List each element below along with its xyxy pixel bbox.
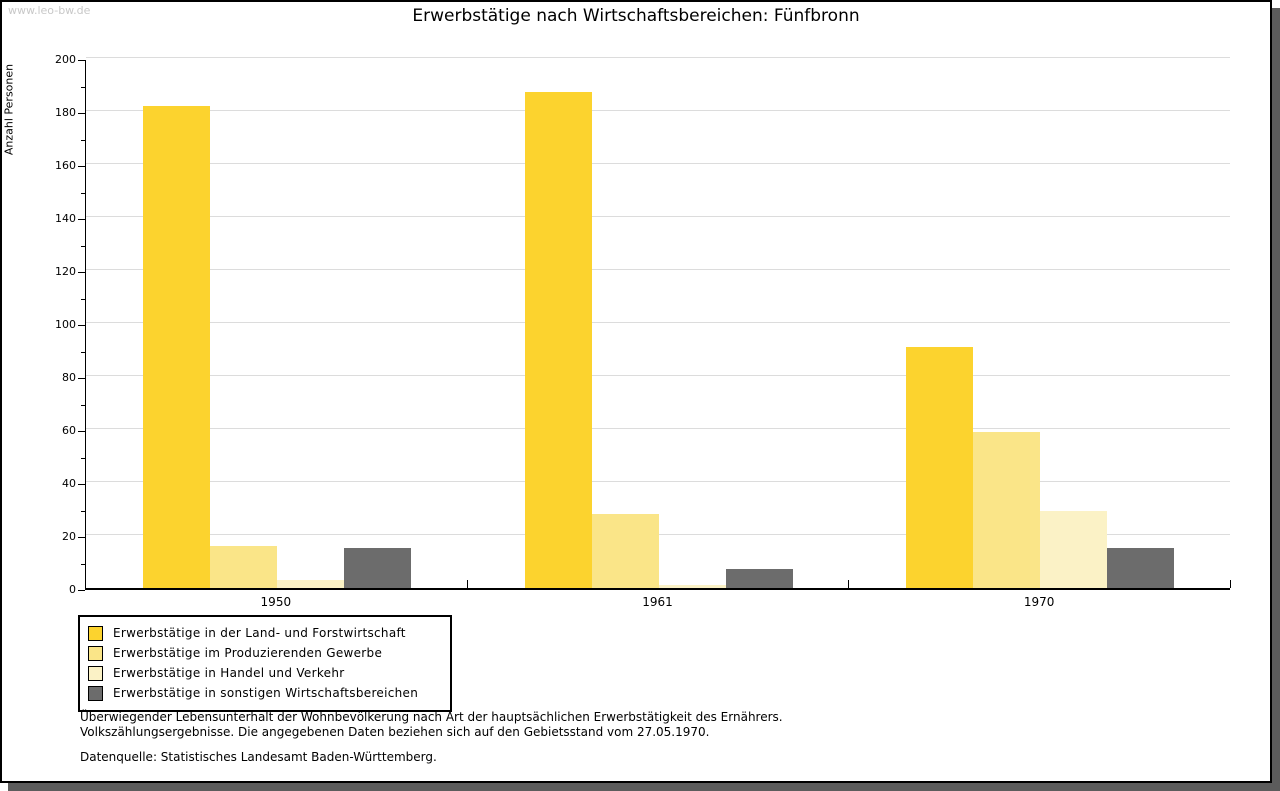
y-minor-tick-130 <box>81 245 85 247</box>
y-major-tick-120 <box>78 272 85 273</box>
y-minor-tick-90 <box>81 351 85 353</box>
plot-area <box>85 57 1231 590</box>
y-minor-tick-150 <box>81 192 85 194</box>
y-tick-label-40: 40 <box>62 477 76 490</box>
y-tick-label-200: 200 <box>55 53 76 66</box>
y-minor-tick-110 <box>81 298 85 300</box>
bar-1970-series4 <box>1107 548 1175 588</box>
y-tick-label-160: 160 <box>55 159 76 172</box>
bar-1970-series3 <box>1040 511 1108 588</box>
bar-1950-series4 <box>343 548 411 588</box>
legend-item: Erwerbstätige im Produzierenden Gewerbe <box>88 643 442 663</box>
y-tick-label-140: 140 <box>55 212 76 225</box>
y-axis-title: Anzahl Personen <box>2 63 16 156</box>
bar-1950-series3 <box>276 580 344 588</box>
bar-1961-series4 <box>725 569 793 588</box>
y-minor-tick-190 <box>81 86 85 88</box>
y-tick-label-60: 60 <box>62 424 76 437</box>
legend-label: Erwerbstätige in sonstigen Wirtschaftsbe… <box>113 686 419 700</box>
data-source-line: Datenquelle: Statistisches Landesamt Bad… <box>80 750 437 764</box>
y-major-tick-60 <box>78 431 85 432</box>
bar-1950-series1 <box>142 105 210 588</box>
gridline-60 <box>86 428 1230 429</box>
x-axis-tick <box>848 580 850 588</box>
y-tick-label-120: 120 <box>55 265 76 278</box>
legend-label: Erwerbstätige im Produzierenden Gewerbe <box>113 646 383 660</box>
legend-label: Erwerbstätige in Handel und Verkehr <box>113 666 345 680</box>
gridline-120 <box>86 269 1230 270</box>
bar-1970-series2 <box>973 431 1041 588</box>
y-major-tick-140 <box>78 219 85 220</box>
gridline-80 <box>86 375 1230 376</box>
y-major-tick-100 <box>78 325 85 326</box>
gridline-160 <box>86 163 1230 164</box>
legend-swatch-series1 <box>88 625 103 641</box>
legend-swatch-series4 <box>88 685 103 701</box>
footnote-line: Überwiegender Lebensunterhalt der Wohnbe… <box>80 710 783 724</box>
bar-1961-series2 <box>591 513 659 588</box>
gridline-200 <box>86 57 1230 58</box>
x-axis-tick <box>1230 580 1231 588</box>
y-major-tick-0 <box>78 590 85 591</box>
legend-item: Erwerbstätige in der Land- und Forstwirt… <box>88 623 442 643</box>
bar-1970-series1 <box>906 346 974 588</box>
gridline-100 <box>86 322 1230 323</box>
y-minor-tick-10 <box>81 563 85 565</box>
y-tick-label-100: 100 <box>55 318 76 331</box>
bar-1961-series3 <box>658 585 726 588</box>
legend-label: Erwerbstätige in der Land- und Forstwirt… <box>113 626 406 640</box>
legend-swatch-series2 <box>88 645 103 661</box>
y-tick-label-20: 20 <box>62 530 76 543</box>
y-minor-tick-30 <box>81 510 85 512</box>
legend: Erwerbstätige in der Land- und Forstwirt… <box>78 615 452 712</box>
y-tick-label-0: 0 <box>69 583 76 596</box>
chart-title: Erwerbstätige nach Wirtschaftsbereichen:… <box>412 6 860 26</box>
bar-1950-series2 <box>209 545 277 588</box>
bar-1961-series1 <box>524 92 592 588</box>
legend-item: Erwerbstätige in Handel und Verkehr <box>88 663 442 683</box>
x-tick-label-1950: 1950 <box>260 595 292 609</box>
gridline-180 <box>86 110 1230 111</box>
y-tick-label-180: 180 <box>55 106 76 119</box>
y-minor-tick-70 <box>81 404 85 406</box>
y-minor-tick-50 <box>81 457 85 459</box>
legend-item: Erwerbstätige in sonstigen Wirtschaftsbe… <box>88 683 442 703</box>
watermark: www.leo-bw.de <box>8 4 91 17</box>
footnotes: Überwiegender Lebensunterhalt der Wohnbe… <box>80 710 783 765</box>
y-minor-tick-170 <box>81 139 85 141</box>
x-axis-tick <box>466 580 468 588</box>
x-tick-label-1961: 1961 <box>642 595 673 609</box>
y-major-tick-160 <box>78 166 85 167</box>
y-major-tick-80 <box>78 378 85 379</box>
footnote-line: Volkszählungsergebnisse. Die angegebenen… <box>80 725 710 739</box>
legend-swatch-series3 <box>88 665 103 681</box>
y-major-tick-20 <box>78 537 85 538</box>
y-tick-label-80: 80 <box>62 371 76 384</box>
gridline-40 <box>86 481 1230 482</box>
y-major-tick-40 <box>78 484 85 485</box>
gridline-140 <box>86 216 1230 217</box>
y-major-tick-200 <box>78 60 85 61</box>
y-major-tick-180 <box>78 113 85 114</box>
x-tick-label-1970: 1970 <box>1023 595 1055 609</box>
